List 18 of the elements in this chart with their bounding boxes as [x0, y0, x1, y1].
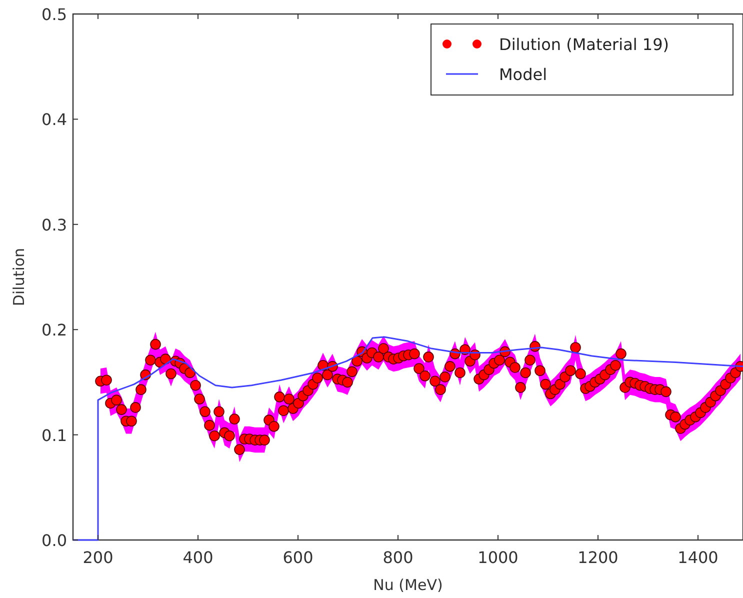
- x-tick-label: 1200: [578, 548, 618, 567]
- legend-label: Dilution (Material 19): [499, 35, 670, 54]
- x-tick-label: 1400: [678, 548, 718, 567]
- y-tick-label: 0.0: [42, 531, 67, 550]
- y-tick-label: 0.4: [42, 110, 67, 130]
- line-series: [72, 336, 743, 541]
- y-tick-label: 0.1: [42, 426, 67, 445]
- x-tick-label: 800: [382, 548, 414, 567]
- legend-label: Model: [499, 65, 548, 84]
- x-tick-label: 400: [182, 548, 214, 567]
- y-tick-label: 0.2: [42, 320, 67, 340]
- x-tick-label: 600: [282, 548, 314, 567]
- y-tick-label: 0.3: [42, 215, 67, 234]
- x-tick-label: 200: [82, 548, 114, 567]
- y-tick-label: 0.5: [42, 5, 67, 24]
- y-axis-title: Dilution: [10, 248, 28, 306]
- x-axis-title: Nu (MeV): [373, 576, 443, 594]
- x-tick-label: 1000: [478, 548, 518, 567]
